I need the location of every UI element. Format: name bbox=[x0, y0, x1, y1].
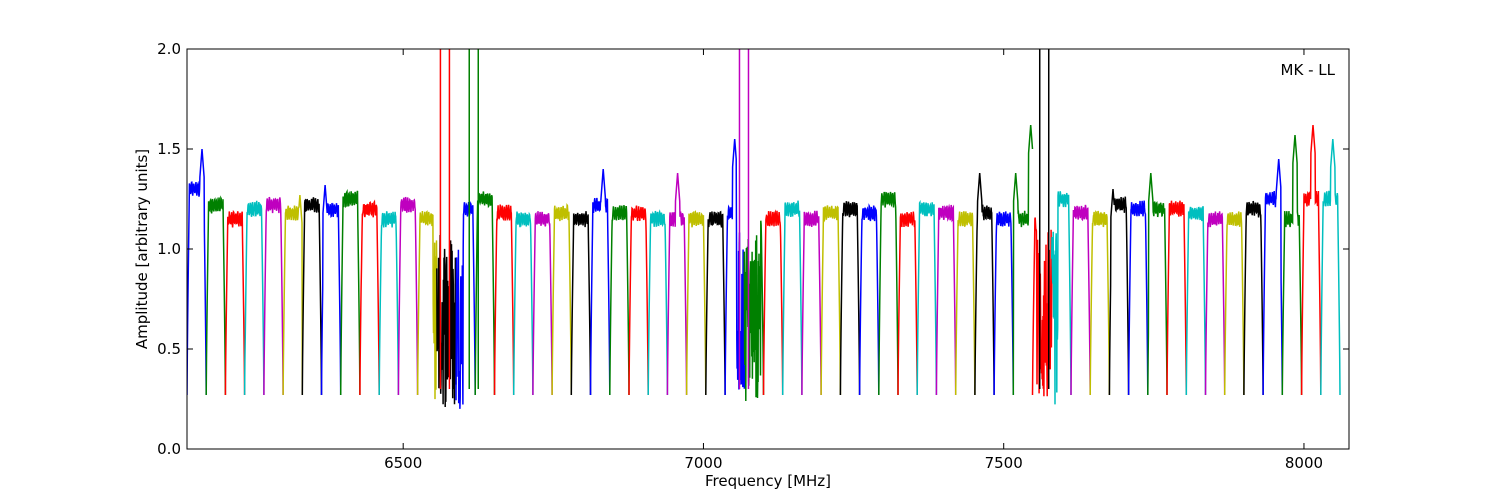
channel-series-line bbox=[666, 172, 688, 396]
channel-series-line bbox=[1166, 200, 1188, 396]
channel-series-line bbox=[570, 211, 592, 396]
channel-series-line bbox=[263, 196, 284, 396]
channel-series-line bbox=[1204, 211, 1226, 396]
channel-series-line bbox=[781, 200, 803, 396]
channel-series-line bbox=[724, 138, 746, 396]
channel-series-line bbox=[532, 211, 553, 396]
chart-annotation: MK - LL bbox=[1281, 61, 1336, 79]
channel-series-line bbox=[1050, 191, 1072, 405]
channel-series-line bbox=[801, 210, 822, 396]
channel-series-line bbox=[1108, 188, 1130, 396]
channel-series-line bbox=[743, 220, 765, 402]
x-tick-label: 7500 bbox=[985, 454, 1023, 472]
channel-series-line bbox=[762, 209, 784, 396]
x-tick-label: 7000 bbox=[684, 454, 722, 472]
channel-series-line bbox=[858, 203, 880, 396]
channel-series-line bbox=[897, 211, 918, 396]
channel-series-line bbox=[1070, 204, 1091, 396]
channel-series-line bbox=[935, 203, 957, 396]
y-axis-title: Amplitude [arbitrary units] bbox=[133, 149, 151, 349]
channel-series-line bbox=[685, 210, 707, 396]
channel-series-line bbox=[397, 196, 419, 396]
y-tick-label: 0.5 bbox=[157, 340, 181, 358]
channel-series-line bbox=[455, 201, 476, 409]
channel-series-line bbox=[609, 205, 630, 396]
channel-series-line bbox=[647, 209, 669, 396]
channel-series-line bbox=[243, 200, 265, 396]
channel-series-line bbox=[551, 202, 573, 396]
channel-series-line bbox=[416, 210, 438, 400]
channel-series-line bbox=[205, 195, 227, 396]
channel-series-line bbox=[1262, 158, 1284, 396]
channel-series-line bbox=[224, 209, 246, 396]
channel-series-line bbox=[359, 199, 380, 396]
x-tick-label: 6500 bbox=[384, 454, 422, 472]
channel-series-line bbox=[1012, 124, 1034, 396]
y-tick-label: 2.0 bbox=[157, 40, 181, 58]
y-tick-label: 1.5 bbox=[157, 140, 181, 158]
channel-series-line bbox=[187, 148, 207, 396]
y-tick-label: 0.0 bbox=[157, 440, 181, 458]
channel-series-line bbox=[1320, 138, 1341, 396]
channel-series-line bbox=[878, 191, 899, 396]
channel-series-line bbox=[839, 201, 861, 396]
channel-series-line bbox=[589, 168, 611, 396]
channel-series-line bbox=[282, 194, 304, 396]
channel-series-line bbox=[1185, 206, 1207, 396]
x-axis-title: Frequency [MHz] bbox=[705, 472, 831, 490]
channel-series-line bbox=[993, 211, 1015, 396]
channel-series-line bbox=[1223, 211, 1245, 396]
channel-series-line bbox=[378, 211, 400, 396]
channel-series-line bbox=[320, 184, 342, 396]
ticks-layer: 6500 7000 7500 8000 0.0 0.5 1.0 1.5 2.0 bbox=[157, 40, 1349, 472]
channel-series-line bbox=[1281, 134, 1303, 396]
channel-series-line bbox=[954, 211, 976, 396]
channel-series-line bbox=[1089, 210, 1111, 396]
channel-series-line bbox=[628, 205, 649, 396]
y-tick-label: 1.0 bbox=[157, 240, 181, 258]
channel-series-line bbox=[820, 205, 842, 396]
x-tick-label: 8000 bbox=[1285, 454, 1323, 472]
channel-series-line bbox=[512, 211, 534, 396]
channel-series-line bbox=[301, 197, 323, 396]
channel-series-line bbox=[339, 188, 361, 396]
channel-series-line bbox=[1147, 172, 1168, 396]
channel-series-line bbox=[1127, 200, 1149, 396]
channel-series-line bbox=[916, 199, 938, 396]
channel-series-line bbox=[1243, 200, 1264, 396]
channel-series-line bbox=[493, 204, 515, 396]
series-layer bbox=[187, 49, 1341, 409]
channel-series-line bbox=[974, 172, 995, 396]
channel-series-line bbox=[705, 210, 726, 396]
channel-series-line bbox=[1300, 124, 1322, 396]
